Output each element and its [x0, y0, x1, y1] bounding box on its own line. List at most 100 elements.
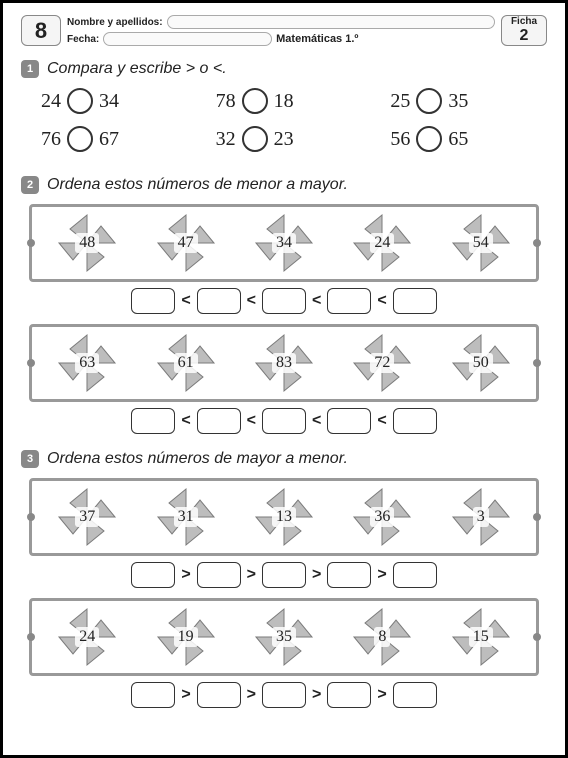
subject-label: Matemáticas 1.º — [276, 33, 358, 45]
date-input-line[interactable] — [103, 32, 272, 46]
header-fields: Nombre y apellidos: Fecha: Matemáticas 1… — [67, 15, 495, 46]
comparison-operator: > — [377, 566, 386, 584]
compare-item: 32 23 — [216, 126, 363, 152]
pinwheel-frame: 63 61 83 72 50 — [29, 324, 539, 402]
compare-right: 18 — [274, 90, 294, 113]
comparison-operator: < — [247, 292, 256, 310]
pinwheel-icon: 24 — [345, 211, 419, 275]
section-badge-1: 1 — [21, 60, 39, 78]
compare-circle-input[interactable] — [416, 126, 442, 152]
pinwheel-number: 34 — [272, 233, 296, 253]
pinwheel-icon: 50 — [444, 331, 518, 395]
answer-box[interactable] — [262, 408, 306, 434]
comparison-operator: > — [312, 686, 321, 704]
compare-circle-input[interactable] — [67, 88, 93, 114]
compare-right: 65 — [448, 128, 468, 151]
pinwheel-group: 24 19 35 8 15>>>> — [21, 598, 547, 708]
answer-box[interactable] — [131, 408, 175, 434]
pinwheel-icon: 31 — [149, 485, 223, 549]
section-badge-3: 3 — [21, 450, 39, 468]
pinwheel-number: 31 — [174, 507, 198, 527]
pinwheel-group: 48 47 34 24 54<<<< — [21, 204, 547, 314]
pinwheel-icon: 15 — [444, 605, 518, 669]
compare-item: 78 18 — [216, 88, 363, 114]
ficha-number: 2 — [520, 27, 529, 45]
pinwheel-icon: 47 — [149, 211, 223, 275]
comparison-operator: > — [247, 686, 256, 704]
answer-box[interactable] — [393, 288, 437, 314]
pinwheel-icon: 3 — [444, 485, 518, 549]
pinwheel-icon: 72 — [345, 331, 419, 395]
answer-box[interactable] — [197, 408, 241, 434]
answer-box[interactable] — [131, 682, 175, 708]
pinwheel-icon: 83 — [247, 331, 321, 395]
compare-left: 25 — [390, 90, 410, 113]
answer-box[interactable] — [327, 408, 371, 434]
answer-box[interactable] — [197, 562, 241, 588]
pinwheel-icon: 37 — [50, 485, 124, 549]
compare-right: 67 — [99, 128, 119, 151]
date-label: Fecha: — [67, 34, 99, 45]
compare-circle-input[interactable] — [242, 126, 268, 152]
section-order-asc: 2 Ordena estos números de menor a mayor.… — [21, 176, 547, 434]
compare-left: 78 — [216, 90, 236, 113]
pinwheel-number: 72 — [370, 353, 394, 373]
pinwheel-number: 24 — [370, 233, 394, 253]
pinwheel-number: 15 — [469, 627, 493, 647]
compare-circle-input[interactable] — [67, 126, 93, 152]
answer-box[interactable] — [262, 562, 306, 588]
answer-box[interactable] — [327, 562, 371, 588]
pinwheel-icon: 13 — [247, 485, 321, 549]
answer-box[interactable] — [262, 682, 306, 708]
answer-row: >>>> — [21, 562, 547, 588]
pinwheel-icon: 54 — [444, 211, 518, 275]
pinwheel-group: 37 31 13 36 3>>>> — [21, 478, 547, 588]
pinwheel-icon: 8 — [345, 605, 419, 669]
comparison-operator: < — [247, 412, 256, 430]
compare-circle-input[interactable] — [416, 88, 442, 114]
compare-circle-input[interactable] — [242, 88, 268, 114]
answer-row: <<<< — [21, 408, 547, 434]
answer-box[interactable] — [393, 408, 437, 434]
compare-right: 23 — [274, 128, 294, 151]
pinwheel-icon: 35 — [247, 605, 321, 669]
pinwheel-number: 36 — [370, 507, 394, 527]
compare-left: 32 — [216, 128, 236, 151]
compare-left: 76 — [41, 128, 61, 151]
pinwheel-number: 24 — [75, 627, 99, 647]
ficha-label: Ficha — [511, 16, 537, 27]
pinwheel-icon: 48 — [50, 211, 124, 275]
pinwheel-number: 3 — [473, 507, 489, 527]
pinwheel-group: 63 61 83 72 50<<<< — [21, 324, 547, 434]
answer-box[interactable] — [197, 288, 241, 314]
answer-box[interactable] — [327, 288, 371, 314]
comparison-operator: < — [377, 292, 386, 310]
name-label: Nombre y apellidos: — [67, 17, 163, 28]
compare-item: 25 35 — [390, 88, 537, 114]
answer-box[interactable] — [131, 562, 175, 588]
comparison-operator: < — [377, 412, 386, 430]
answer-row: >>>> — [21, 682, 547, 708]
pinwheel-frame: 37 31 13 36 3 — [29, 478, 539, 556]
pinwheel-icon: 36 — [345, 485, 419, 549]
answer-box[interactable] — [327, 682, 371, 708]
answer-box[interactable] — [131, 288, 175, 314]
pinwheel-number: 37 — [75, 507, 99, 527]
answer-box[interactable] — [197, 682, 241, 708]
answer-box[interactable] — [262, 288, 306, 314]
pinwheel-number: 19 — [174, 627, 198, 647]
answer-box[interactable] — [393, 682, 437, 708]
comparison-operator: > — [181, 566, 190, 584]
compare-right: 35 — [448, 90, 468, 113]
answer-row: <<<< — [21, 288, 547, 314]
pinwheel-icon: 24 — [50, 605, 124, 669]
pinwheel-number: 50 — [469, 353, 493, 373]
compare-item: 76 67 — [41, 126, 188, 152]
answer-box[interactable] — [393, 562, 437, 588]
compare-right: 34 — [99, 90, 119, 113]
pinwheel-number: 47 — [174, 233, 198, 253]
section-title-2: Ordena estos números de menor a mayor. — [47, 176, 348, 194]
ficha-badge: Ficha 2 — [501, 15, 547, 46]
name-input-line[interactable] — [167, 15, 495, 29]
pinwheel-icon: 61 — [149, 331, 223, 395]
